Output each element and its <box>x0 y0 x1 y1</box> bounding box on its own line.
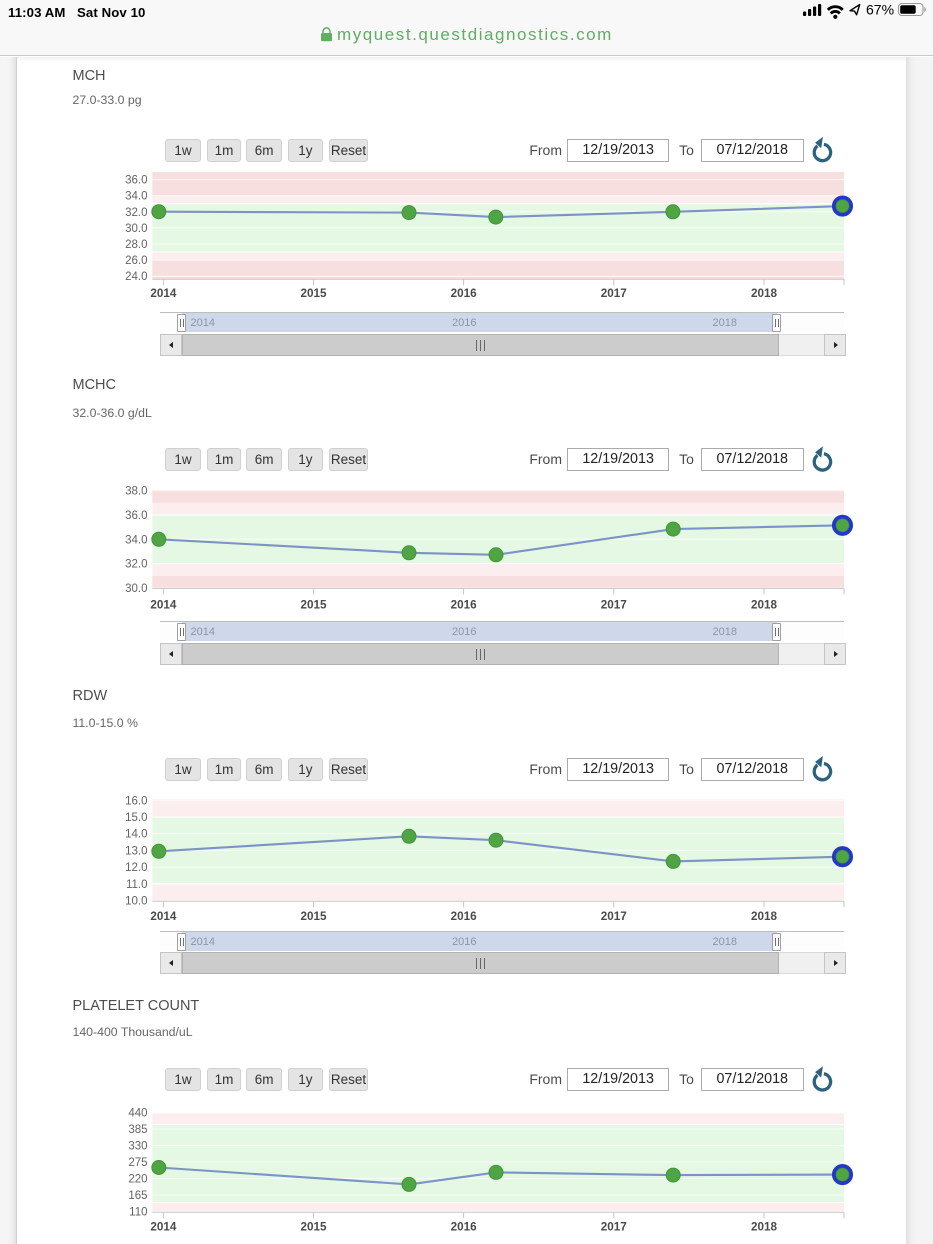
svg-text:2014: 2014 <box>150 598 177 611</box>
svg-text:11.0: 11.0 <box>126 879 148 891</box>
svg-text:30.0: 30.0 <box>125 583 147 595</box>
svg-text:2018: 2018 <box>751 910 778 923</box>
svg-text:2014: 2014 <box>150 1221 177 1234</box>
svg-text:330: 330 <box>128 1141 147 1153</box>
svg-text:36.0: 36.0 <box>125 510 147 522</box>
svg-text:2015: 2015 <box>300 910 327 923</box>
svg-text:67%: 67% <box>866 2 894 18</box>
svg-text:24.0: 24.0 <box>125 271 147 283</box>
svg-text:2015: 2015 <box>300 287 327 300</box>
svg-text:2014: 2014 <box>150 287 177 300</box>
svg-text:2016: 2016 <box>451 598 478 611</box>
svg-text:32.0: 32.0 <box>125 207 147 219</box>
svg-text:38.0: 38.0 <box>125 486 147 498</box>
svg-text:2017: 2017 <box>601 287 627 300</box>
svg-text:26.0: 26.0 <box>125 255 147 267</box>
svg-text:2015: 2015 <box>300 1221 327 1234</box>
svg-text:10.0: 10.0 <box>125 896 147 908</box>
svg-text:2016: 2016 <box>451 287 478 300</box>
svg-text:110: 110 <box>129 1207 147 1219</box>
svg-text:36.0: 36.0 <box>125 175 147 187</box>
svg-text:2016: 2016 <box>451 910 478 923</box>
svg-text:2016: 2016 <box>451 1221 478 1234</box>
svg-text:12.0: 12.0 <box>125 862 147 874</box>
svg-text:30.0: 30.0 <box>125 223 147 235</box>
svg-text:16.0: 16.0 <box>125 795 147 807</box>
svg-text:2015: 2015 <box>300 598 327 611</box>
svg-text:14.0: 14.0 <box>125 829 147 841</box>
svg-text:34.0: 34.0 <box>125 191 147 203</box>
svg-text:2018: 2018 <box>751 287 778 300</box>
svg-text:2017: 2017 <box>601 1221 627 1234</box>
svg-text:34.0: 34.0 <box>125 534 147 546</box>
svg-text:2018: 2018 <box>751 1221 778 1234</box>
svg-text:28.0: 28.0 <box>125 239 147 251</box>
svg-text:2017: 2017 <box>601 598 627 611</box>
svg-text:15.0: 15.0 <box>125 812 147 824</box>
svg-text:2014: 2014 <box>150 910 177 923</box>
svg-text:2018: 2018 <box>751 598 778 611</box>
svg-text:165: 165 <box>128 1190 147 1202</box>
svg-text:32.0: 32.0 <box>125 559 147 571</box>
svg-text:2017: 2017 <box>601 910 627 923</box>
svg-text:385: 385 <box>128 1124 147 1136</box>
svg-text:13.0: 13.0 <box>125 845 147 857</box>
svg-text:440: 440 <box>128 1108 147 1120</box>
svg-text:275: 275 <box>128 1157 147 1169</box>
svg-text:220: 220 <box>128 1174 147 1186</box>
